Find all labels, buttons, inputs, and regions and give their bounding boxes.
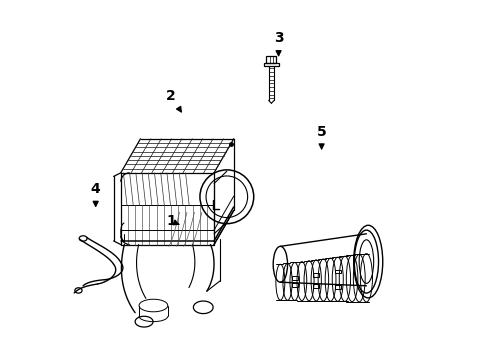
Bar	[313, 284, 319, 288]
Bar	[291, 276, 297, 280]
Text: 2: 2	[166, 89, 181, 112]
Text: 1: 1	[166, 214, 179, 228]
Bar	[313, 273, 319, 276]
Text: 4: 4	[91, 182, 101, 206]
Bar	[264, 63, 278, 66]
Bar	[334, 270, 340, 274]
Text: 3: 3	[273, 31, 283, 56]
Text: 5: 5	[316, 125, 326, 149]
Bar	[291, 283, 297, 287]
Bar	[266, 56, 276, 63]
Bar	[334, 285, 340, 288]
